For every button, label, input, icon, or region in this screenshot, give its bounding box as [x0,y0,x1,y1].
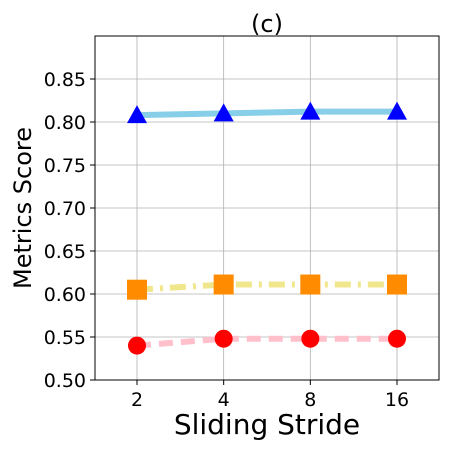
series-line [136,335,397,349]
y-tick-label: 0.55 [44,327,86,349]
y-tick-label: 0.70 [44,198,86,220]
data-point [127,279,147,300]
grid [95,36,439,381]
data-point [387,274,407,295]
y-tick-label: 0.60 [44,284,86,306]
x-tick-label: 8 [304,389,316,411]
y-tick-label: 0.65 [44,241,86,263]
series-line [136,281,397,293]
x-tick-label: 16 [385,389,409,411]
x-ticks: 2 4 8 16 [131,380,409,411]
chart-title: (c) [251,10,283,38]
data-point [300,274,321,295]
data-point [213,274,234,295]
data-point [214,329,233,348]
data-point [300,101,321,120]
series-2 [127,274,407,300]
data-point [213,103,234,122]
data-point [301,329,320,348]
series-3 [128,329,406,355]
y-tick-label: 0.80 [44,112,86,134]
series-line [136,108,397,119]
x-tick-label: 4 [218,389,230,411]
y-ticks: 0.50 0.55 0.60 0.65 0.70 0.75 0.80 0.85 [44,69,95,392]
data-point [387,101,407,120]
data-point [127,105,147,124]
data-point [128,336,146,355]
y-tick-label: 0.50 [44,370,86,392]
data-point [388,329,406,348]
series-1 [127,101,407,124]
series-layer [127,101,407,355]
x-axis-title: Sliding Stride [174,408,360,441]
y-axis-title: Metrics Score [9,127,37,289]
x-tick-label: 2 [131,389,143,411]
y-tick-label: 0.75 [44,155,86,177]
y-tick-label: 0.85 [44,69,86,91]
